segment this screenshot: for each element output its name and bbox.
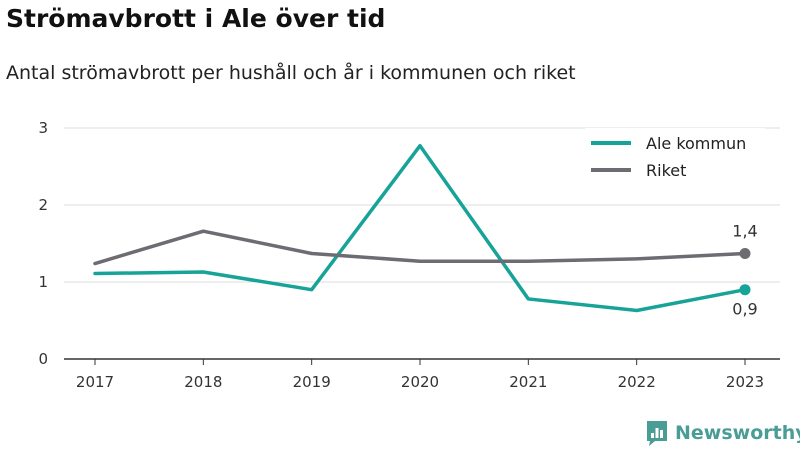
series: 0,9 1,4 (93, 143, 758, 319)
x-tick-label: 2021 (509, 373, 547, 391)
y-tick-label: 2 (38, 196, 48, 214)
chart-subtitle: Antal strömavbrott per hushåll och år i … (6, 62, 576, 84)
series-end-point-1 (739, 248, 751, 260)
newsworthy-icon (647, 421, 667, 446)
y-tick-label: 0 (38, 350, 48, 368)
x-tick-label: 2020 (401, 373, 439, 391)
legend-label-0: Ale kommun (646, 134, 746, 153)
x-tick-label: 2023 (726, 373, 764, 391)
x-tick-label: 2017 (76, 373, 114, 391)
x-tick-label: 2022 (618, 373, 656, 391)
series-line-1 (93, 229, 747, 266)
axes: 0 1 2 3 2017 2018 2019 2020 2021 2022 2023 (38, 119, 780, 391)
chart-title: Strömavbrott i Ale över tid (6, 4, 386, 33)
x-tick-label: 2019 (293, 373, 331, 391)
legend-background (585, 128, 765, 186)
y-tick-label: 1 (38, 273, 48, 291)
newsworthy-logo: Newsworthy (645, 419, 800, 447)
end-value-label-1: 1,4 (732, 222, 757, 241)
series-line-0 (93, 143, 747, 313)
end-value-label-0: 0,9 (732, 300, 757, 319)
y-tick-label: 3 (38, 119, 48, 137)
legend: Ale kommun Riket (585, 128, 765, 186)
x-tick-label: 2018 (184, 373, 222, 391)
legend-label-1: Riket (646, 161, 686, 180)
brand-name: Newsworthy (675, 422, 800, 444)
series-end-point-0 (739, 284, 751, 296)
